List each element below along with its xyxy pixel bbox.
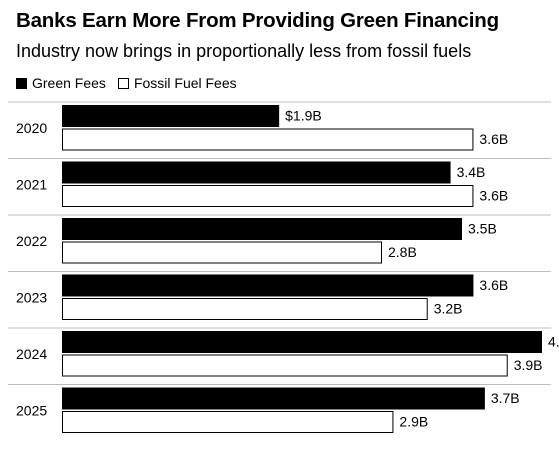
data-label-green-fees-2023: 3.6B	[479, 277, 508, 293]
category-label-2023: 2023	[16, 289, 47, 305]
legend-item-green-fees: Green Fees	[16, 75, 106, 91]
chart-title: Banks Earn More From Providing Green Fin…	[16, 9, 499, 32]
bar-fossil-fuel-fees-2023	[62, 298, 428, 320]
data-label-green-fees-2021: 3.4B	[457, 164, 486, 180]
bar-fossil-fuel-fees-2025	[62, 411, 394, 433]
bar-fossil-fuel-fees-2022	[62, 241, 382, 264]
category-label-2021: 2021	[16, 176, 47, 192]
category-label-2024: 2024	[16, 346, 47, 362]
bar-green-fees-2020	[62, 105, 280, 127]
bar-fossil-fuel-fees-2024	[62, 354, 508, 377]
data-label-green-fees-2022: 3.5B	[468, 221, 497, 237]
legend-item-fossil-fuel-fees: Fossil Fuel Fees	[117, 75, 237, 91]
bar-fossil-fuel-fees-2021	[62, 185, 474, 207]
legend-label-fossil-fuel-fees: Fossil Fuel Fees	[133, 75, 237, 91]
bar-fossil-fuel-fees-2020	[62, 128, 474, 151]
data-label-fossil-fuel-fees-2022: 2.8B	[388, 244, 417, 260]
bar-green-fees-2022	[62, 218, 462, 240]
legend-label-green-fees: Green Fees	[32, 75, 106, 91]
legend-swatch-fossil-fuel-fees	[117, 77, 129, 89]
data-label-fossil-fuel-fees-2024: 3.9B	[514, 357, 543, 373]
bar-green-fees-2025	[62, 387, 485, 410]
bar-green-fees-2021	[62, 161, 451, 184]
data-label-green-fees-2024: 4.2B	[548, 334, 559, 350]
data-label-fossil-fuel-fees-2025: 2.9B	[399, 414, 428, 430]
chart-legend: Green Fees Fossil Fuel Fees	[16, 74, 249, 92]
data-label-fossil-fuel-fees-2020: 3.6B	[479, 131, 508, 147]
data-label-fossil-fuel-fees-2023: 3.2B	[434, 301, 463, 317]
data-label-fossil-fuel-fees-2021: 3.6B	[479, 188, 508, 204]
category-label-2025: 2025	[16, 402, 47, 418]
data-label-green-fees-2025: 3.7B	[491, 390, 520, 406]
bar-green-fees-2024	[62, 331, 542, 353]
chart-subtitle: Industry now brings in proportionally le…	[16, 41, 472, 61]
category-label-2022: 2022	[16, 233, 47, 249]
bar-green-fees-2023	[62, 274, 474, 297]
category-label-2020: 2020	[16, 120, 47, 136]
data-label-green-fees-2020: $1.9B	[285, 108, 322, 124]
legend-swatch-green-fees	[16, 77, 27, 89]
